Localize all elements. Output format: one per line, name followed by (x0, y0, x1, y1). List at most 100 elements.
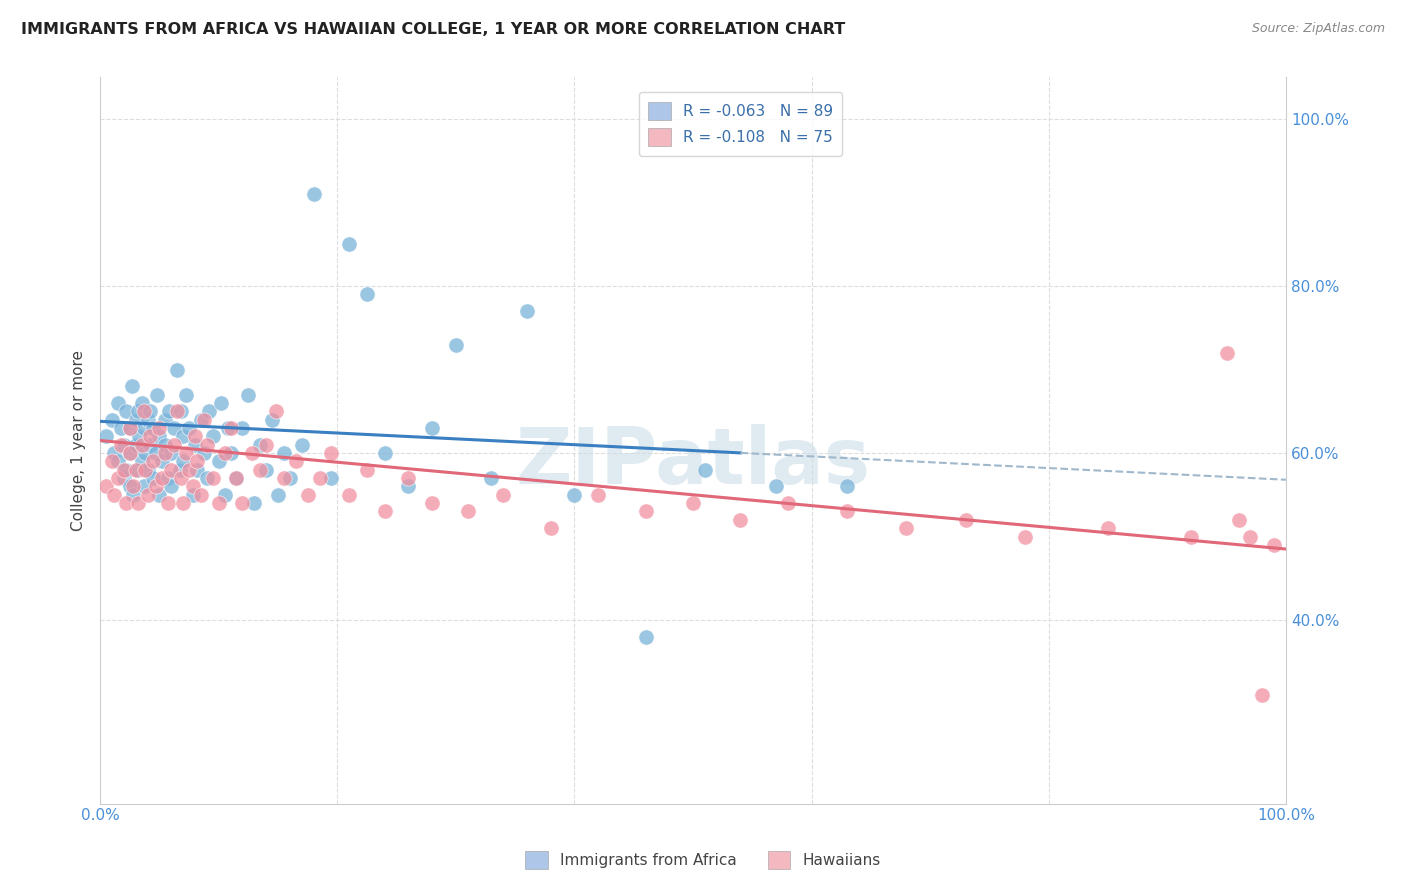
Point (131, 396, 153, 410)
Point (374, 446, 396, 460)
Point (181, 488, 204, 502)
Point (249, 463, 271, 477)
Point (139, 438, 162, 452)
Point (122, 479, 145, 493)
Point (208, 454, 231, 468)
Point (132, 421, 155, 435)
Point (308, 471, 330, 485)
Point (201, 429, 224, 443)
Point (481, 471, 503, 485)
Point (172, 429, 194, 443)
Point (457, 504, 479, 518)
Point (374, 504, 396, 518)
Point (284, 454, 307, 468)
Point (115, 463, 138, 477)
Point (157, 404, 180, 418)
Point (128, 429, 150, 443)
Point (142, 471, 165, 485)
Legend: R = -0.063   N = 89, R = -0.108   N = 75: R = -0.063 N = 89, R = -0.108 N = 75 (638, 93, 842, 155)
Point (118, 479, 141, 493)
Point (107, 396, 129, 410)
Point (160, 463, 183, 477)
Text: ZIPatlas: ZIPatlas (516, 425, 870, 500)
Point (195, 438, 218, 452)
Point (214, 446, 236, 460)
Point (184, 429, 207, 443)
Point (174, 446, 197, 460)
Point (160, 479, 183, 493)
Point (127, 496, 149, 510)
Point (115, 496, 138, 510)
Point (150, 471, 173, 485)
Point (163, 421, 186, 435)
Point (115, 404, 138, 418)
Point (693, 463, 716, 477)
Point (186, 463, 208, 477)
Point (132, 404, 155, 418)
Point (190, 488, 212, 502)
Point (243, 496, 266, 510)
Point (121, 379, 143, 393)
Point (94, 429, 117, 443)
Point (1180, 529, 1202, 543)
Point (208, 496, 231, 510)
Point (765, 479, 787, 493)
Point (297, 488, 319, 502)
Point (1239, 529, 1261, 543)
Point (177, 421, 200, 435)
Point (1227, 513, 1250, 527)
Point (231, 496, 253, 510)
Point (267, 488, 290, 502)
Point (118, 446, 141, 460)
Point (193, 446, 215, 460)
Point (444, 337, 467, 351)
Point (122, 488, 145, 502)
Point (103, 446, 125, 460)
Point (170, 471, 193, 485)
Point (398, 471, 420, 485)
Point (249, 438, 271, 452)
Point (101, 412, 124, 426)
Y-axis label: College, 1 year or more: College, 1 year or more (72, 350, 86, 531)
Point (142, 454, 165, 468)
Point (156, 471, 179, 485)
Point (112, 438, 135, 452)
Point (127, 463, 149, 477)
Legend: Immigrants from Africa, Hawaiians: Immigrants from Africa, Hawaiians (519, 845, 887, 875)
Point (337, 488, 360, 502)
Point (155, 446, 177, 460)
Point (262, 412, 284, 426)
Point (136, 463, 159, 477)
Point (225, 471, 247, 485)
Point (291, 438, 314, 452)
Point (107, 454, 129, 468)
Point (131, 454, 153, 468)
Point (145, 446, 167, 460)
Point (127, 404, 149, 418)
Point (217, 421, 239, 435)
Point (201, 471, 224, 485)
Point (110, 421, 132, 435)
Point (134, 446, 156, 460)
Point (160, 446, 183, 460)
Point (169, 463, 191, 477)
Point (186, 454, 208, 468)
Point (273, 446, 295, 460)
Point (163, 438, 186, 452)
Point (398, 479, 420, 493)
Point (634, 504, 657, 518)
Point (145, 479, 167, 493)
Point (321, 471, 343, 485)
Point (420, 421, 443, 435)
Point (148, 429, 170, 443)
Point (564, 488, 586, 502)
Point (356, 463, 378, 477)
Text: IMMIGRANTS FROM AFRICA VS HAWAIIAN COLLEGE, 1 YEAR OR MORE CORRELATION CHART: IMMIGRANTS FROM AFRICA VS HAWAIIAN COLLE… (21, 22, 845, 37)
Point (586, 488, 609, 502)
Point (101, 454, 124, 468)
Point (134, 463, 156, 477)
Point (136, 488, 159, 502)
Point (356, 287, 378, 301)
Point (112, 471, 135, 485)
Point (132, 479, 155, 493)
